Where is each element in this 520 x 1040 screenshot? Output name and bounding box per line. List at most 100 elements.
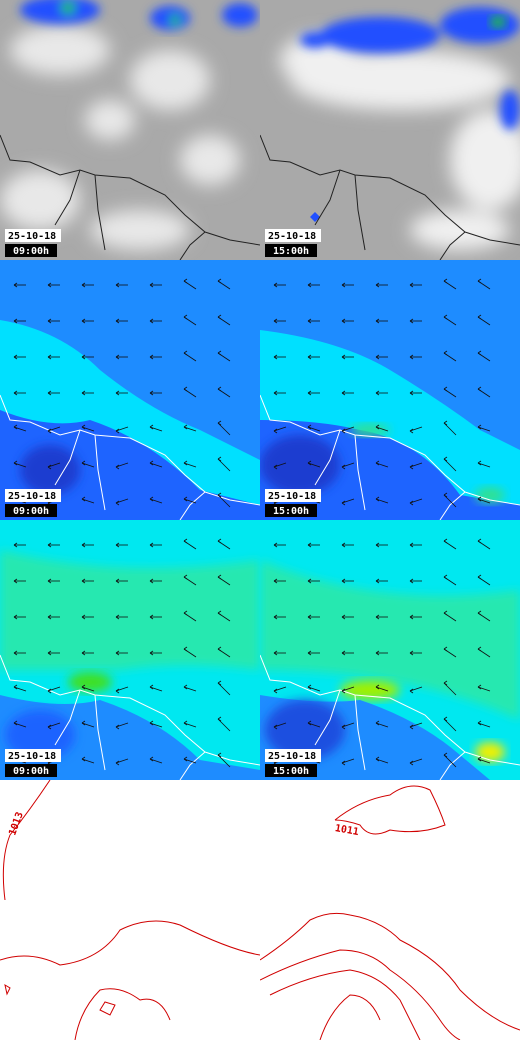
arrow-head [307, 578, 312, 584]
arrow-head [183, 386, 188, 392]
arrow-shaft [375, 722, 389, 728]
arrow-shaft [47, 426, 61, 432]
arrow-head [409, 282, 414, 288]
wind-arrow [13, 460, 27, 468]
arrow-head [13, 318, 18, 324]
wind-arrow [115, 578, 128, 584]
arrow-head [375, 496, 380, 502]
arrow-head [477, 350, 482, 356]
panel-label: 25-10-18 15:00h [265, 489, 321, 517]
wind-arrow [443, 314, 457, 326]
wind-arrow [341, 758, 355, 766]
wind-arrow [13, 354, 26, 360]
arrow-shaft [307, 722, 321, 728]
wind-arrow [47, 650, 60, 656]
wind-arrow [13, 650, 26, 656]
arrow-head [443, 492, 448, 498]
arrow-head [115, 542, 120, 548]
wind-arrow [409, 282, 422, 288]
wind-arrow [375, 542, 388, 548]
arrow-head [409, 760, 414, 766]
arrow-head [81, 650, 86, 656]
arrow-head [409, 578, 414, 584]
arrow-shaft [341, 498, 355, 504]
arrow-head [443, 610, 448, 616]
wind-arrow [477, 574, 491, 586]
wind-arrow [273, 542, 286, 548]
arrow-head [409, 614, 414, 620]
wind-arrow [217, 492, 231, 508]
arrow-head [13, 578, 18, 584]
arrow-shaft [307, 426, 321, 432]
arrow-head [375, 650, 380, 656]
arrow-shaft [149, 498, 163, 504]
arrow-head [477, 756, 482, 762]
wind-arrow [443, 456, 457, 472]
arrow-head [13, 720, 18, 726]
wind-arrow [443, 610, 457, 622]
wind-arrow [341, 614, 354, 620]
wind-arrow [149, 578, 162, 584]
wind-arrow [443, 538, 457, 550]
arrow-shaft [13, 686, 27, 692]
arrow-shaft [375, 758, 389, 764]
arrow-head [409, 464, 414, 470]
wind-arrow [13, 720, 27, 728]
arrow-head [149, 756, 154, 762]
time-box [5, 504, 57, 517]
wind-arrow [409, 542, 422, 548]
wind-arrow [375, 496, 389, 504]
arrow-shaft [115, 462, 129, 468]
wind-arrow [477, 610, 491, 622]
arrow-shaft [341, 758, 355, 764]
arrow-head [409, 318, 414, 324]
wind-arrow [13, 614, 26, 620]
arrow-head [217, 386, 222, 392]
wind-arrow [477, 460, 491, 468]
arrow-head [183, 756, 188, 762]
wind-arrow [409, 498, 423, 506]
wind-arrow [47, 686, 61, 694]
arrow-head [81, 424, 86, 430]
wind-arrow [477, 646, 491, 658]
arrow-head [273, 282, 278, 288]
arrow-head [81, 318, 86, 324]
pressure-panel: 1011 [260, 780, 520, 1040]
arrow-head [375, 318, 380, 324]
wind-arrow [375, 354, 388, 360]
wind-arrow [307, 318, 320, 324]
wind-arrow [115, 462, 129, 470]
wind-arrow [443, 492, 457, 508]
date-label: 25-10-18 [8, 491, 56, 502]
time-label: 09:00h [13, 246, 49, 257]
arrow-head [443, 538, 448, 544]
arrow-head [47, 354, 52, 360]
arrow-head [217, 610, 222, 616]
arrow-head [477, 496, 482, 502]
wind-arrow [149, 354, 162, 360]
wind-arrow [477, 756, 491, 764]
arrow-shaft [273, 462, 287, 468]
arrow-head [149, 684, 154, 690]
arrow-shaft [341, 686, 355, 692]
arrow-head [375, 354, 380, 360]
arrow-head [307, 390, 312, 396]
arrow-head [307, 318, 312, 324]
contour-label: 1011 [334, 823, 360, 838]
wind-arrow [115, 650, 128, 656]
arrow-head [149, 578, 154, 584]
arrow-head [115, 390, 120, 396]
arrow-shaft [47, 462, 61, 468]
wind-arrow [477, 684, 491, 692]
date-box [5, 229, 61, 242]
wind-arrow [443, 350, 457, 362]
arrow-head [217, 680, 222, 686]
arrow-shaft [341, 462, 355, 468]
arrow-head [477, 720, 482, 726]
wind-arrow [81, 614, 94, 620]
arrow-shaft [81, 758, 95, 764]
wind-arrow [47, 722, 61, 730]
wind-arrow [47, 390, 60, 396]
wind-arrow [13, 390, 26, 396]
wind-arrow [273, 282, 286, 288]
